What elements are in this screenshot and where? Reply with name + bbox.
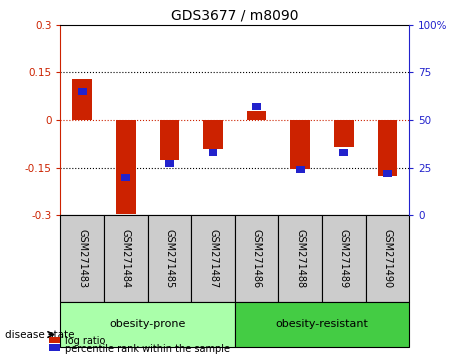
- Bar: [159, 120, 179, 160]
- Bar: [148, 215, 191, 302]
- Bar: [203, 120, 223, 149]
- Bar: [73, 79, 92, 120]
- Bar: [165, 160, 174, 167]
- Text: GSM271487: GSM271487: [208, 229, 218, 288]
- Text: GSM271484: GSM271484: [121, 229, 131, 288]
- Text: log ratio: log ratio: [65, 336, 106, 346]
- Bar: [296, 166, 305, 173]
- Bar: [322, 215, 365, 302]
- Text: obesity-prone: obesity-prone: [109, 319, 186, 330]
- Bar: [235, 302, 409, 347]
- Bar: [104, 215, 147, 302]
- Bar: [60, 302, 235, 347]
- Text: GSM271488: GSM271488: [295, 229, 305, 288]
- Text: GSM271485: GSM271485: [165, 229, 174, 288]
- Bar: [247, 110, 266, 120]
- Bar: [121, 174, 130, 181]
- Bar: [252, 103, 261, 110]
- Bar: [60, 215, 104, 302]
- Bar: [209, 149, 218, 156]
- Text: GSM271489: GSM271489: [339, 229, 349, 288]
- Text: GSM271490: GSM271490: [382, 229, 392, 288]
- Title: GDS3677 / m8090: GDS3677 / m8090: [171, 8, 299, 22]
- Text: disease state: disease state: [5, 330, 74, 339]
- Bar: [291, 120, 310, 169]
- Text: obesity-resistant: obesity-resistant: [276, 319, 368, 330]
- Text: GSM271486: GSM271486: [252, 229, 262, 288]
- Bar: [116, 120, 136, 214]
- Bar: [383, 170, 392, 177]
- Bar: [365, 215, 409, 302]
- Text: GSM271483: GSM271483: [77, 229, 87, 288]
- Bar: [191, 215, 235, 302]
- Bar: [78, 88, 86, 95]
- Bar: [334, 120, 353, 147]
- Bar: [378, 120, 397, 176]
- Bar: [235, 215, 279, 302]
- Bar: [279, 215, 322, 302]
- Bar: [339, 149, 348, 156]
- Text: percentile rank within the sample: percentile rank within the sample: [65, 344, 230, 354]
